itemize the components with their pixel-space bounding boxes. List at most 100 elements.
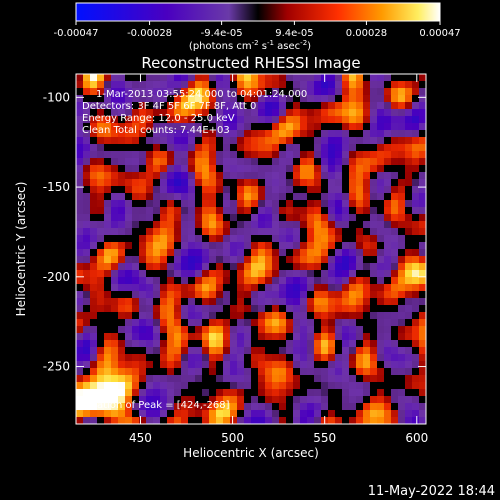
heatmap-cell bbox=[349, 207, 357, 215]
heatmap-cell bbox=[335, 389, 343, 397]
heatmap-cell bbox=[265, 249, 273, 257]
heatmap-cell bbox=[118, 375, 126, 383]
heatmap-cell bbox=[251, 186, 259, 194]
heatmap-cell bbox=[104, 284, 112, 292]
heatmap-cell bbox=[181, 228, 189, 236]
heatmap-cell bbox=[272, 291, 280, 299]
heatmap-cell bbox=[83, 186, 91, 194]
heatmap-cell bbox=[118, 270, 126, 278]
heatmap-cell bbox=[356, 158, 364, 166]
heatmap-cell bbox=[342, 102, 350, 110]
heatmap-cell bbox=[398, 151, 406, 159]
heatmap-cell bbox=[377, 242, 385, 250]
heatmap-cell bbox=[314, 74, 322, 82]
heatmap-cell bbox=[286, 193, 294, 201]
heatmap-cell bbox=[181, 361, 189, 369]
heatmap-cell bbox=[265, 102, 273, 110]
heatmap-cell bbox=[258, 319, 266, 327]
heatmap-cell bbox=[209, 74, 217, 82]
heatmap-cell bbox=[181, 417, 189, 424]
heatmap-cell bbox=[125, 102, 133, 110]
heatmap-cell bbox=[139, 263, 147, 271]
heatmap-cell bbox=[209, 263, 217, 271]
heatmap-cell bbox=[258, 214, 266, 222]
heatmap-cell bbox=[405, 151, 413, 159]
heatmap-cell bbox=[335, 368, 343, 376]
heatmap-cell bbox=[398, 305, 406, 313]
heatmap-cell bbox=[258, 221, 266, 229]
heatmap-cell bbox=[97, 151, 105, 159]
heatmap-cell bbox=[202, 200, 210, 208]
heatmap-cell bbox=[286, 165, 294, 173]
heatmap-cell bbox=[356, 326, 364, 334]
heatmap-cell bbox=[209, 347, 217, 355]
heatmap-cell bbox=[412, 340, 420, 348]
heatmap-cell bbox=[363, 242, 371, 250]
heatmap-cell bbox=[237, 270, 245, 278]
heatmap-cell bbox=[83, 382, 91, 390]
heatmap-cell bbox=[216, 410, 224, 418]
heatmap-cell bbox=[272, 186, 280, 194]
heatmap-cell bbox=[195, 298, 203, 306]
heatmap-cell bbox=[202, 417, 210, 424]
heatmap-cell bbox=[377, 207, 385, 215]
heatmap-cell bbox=[384, 410, 392, 418]
y-tick-label: -100 bbox=[43, 90, 70, 104]
heatmap-cell bbox=[111, 193, 119, 201]
annotation-time-range: 1-Mar-2013 03:55:24.000 to 04:01:24.000 bbox=[96, 89, 307, 100]
heatmap-cell bbox=[300, 284, 308, 292]
heatmap-cell bbox=[209, 354, 217, 362]
heatmap-cell bbox=[244, 74, 252, 82]
heatmap-cell bbox=[139, 389, 147, 397]
heatmap-cell bbox=[118, 116, 126, 124]
heatmap-cell bbox=[363, 130, 371, 138]
heatmap-cell bbox=[412, 305, 420, 313]
heatmap-cell bbox=[328, 200, 336, 208]
heatmap-cell bbox=[370, 109, 378, 117]
heatmap-cell bbox=[279, 249, 287, 257]
heatmap-cell bbox=[188, 144, 196, 152]
heatmap-cell bbox=[209, 109, 217, 117]
heatmap-cell bbox=[398, 102, 406, 110]
heatmap-cell bbox=[230, 277, 238, 285]
heatmap-cell bbox=[160, 88, 168, 96]
heatmap-cell bbox=[209, 368, 217, 376]
heatmap-cell bbox=[265, 382, 273, 390]
heatmap-cell bbox=[118, 333, 126, 341]
heatmap-cell bbox=[321, 277, 329, 285]
heatmap-cell bbox=[132, 298, 140, 306]
heatmap-cell bbox=[349, 347, 357, 355]
heatmap-cell bbox=[391, 249, 399, 257]
heatmap-cell bbox=[279, 382, 287, 390]
heatmap-cell bbox=[286, 256, 294, 264]
annotation-clean: Clean Total counts: 7.44E+03 bbox=[82, 125, 230, 136]
heatmap-cell bbox=[237, 193, 245, 201]
heatmap-cell bbox=[237, 333, 245, 341]
heatmap-cell bbox=[349, 158, 357, 166]
heatmap-cell bbox=[237, 382, 245, 390]
heatmap-cell bbox=[349, 81, 357, 89]
heatmap-cell bbox=[328, 396, 336, 404]
heatmap-cell bbox=[272, 144, 280, 152]
heatmap-cell bbox=[279, 340, 287, 348]
heatmap-cell bbox=[90, 403, 98, 411]
heatmap-cell bbox=[363, 151, 371, 159]
heatmap-cell bbox=[419, 88, 426, 96]
heatmap-cell bbox=[286, 389, 294, 397]
heatmap-cell bbox=[167, 151, 175, 159]
heatmap-cell bbox=[111, 228, 119, 236]
heatmap-cell bbox=[223, 403, 231, 411]
heatmap-cell bbox=[293, 235, 301, 243]
heatmap-cell bbox=[90, 109, 98, 117]
heatmap-cell bbox=[419, 200, 426, 208]
heatmap-cell bbox=[391, 116, 399, 124]
heatmap-cell bbox=[349, 326, 357, 334]
heatmap-cell bbox=[118, 263, 126, 271]
heatmap-cell bbox=[209, 319, 217, 327]
heatmap-cell bbox=[300, 109, 308, 117]
heatmap-cell bbox=[251, 116, 259, 124]
heatmap-cell bbox=[335, 165, 343, 173]
heatmap-cell bbox=[118, 81, 126, 89]
heatmap-cell bbox=[419, 291, 426, 299]
heatmap-cell bbox=[153, 214, 161, 222]
